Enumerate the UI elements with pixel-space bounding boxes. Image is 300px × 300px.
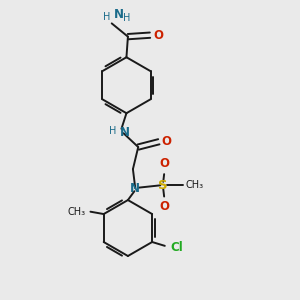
Text: O: O	[162, 135, 172, 148]
Text: O: O	[159, 157, 169, 170]
Text: N: N	[114, 8, 124, 21]
Text: O: O	[159, 200, 169, 213]
Text: CH₃: CH₃	[185, 180, 203, 190]
Text: S: S	[158, 179, 168, 192]
Text: N: N	[130, 182, 140, 195]
Text: H: H	[103, 12, 110, 22]
Text: H: H	[123, 13, 130, 23]
Text: Cl: Cl	[170, 242, 183, 254]
Text: O: O	[153, 29, 163, 42]
Text: CH₃: CH₃	[67, 207, 86, 217]
Text: N: N	[120, 126, 130, 139]
Text: H: H	[109, 126, 116, 136]
